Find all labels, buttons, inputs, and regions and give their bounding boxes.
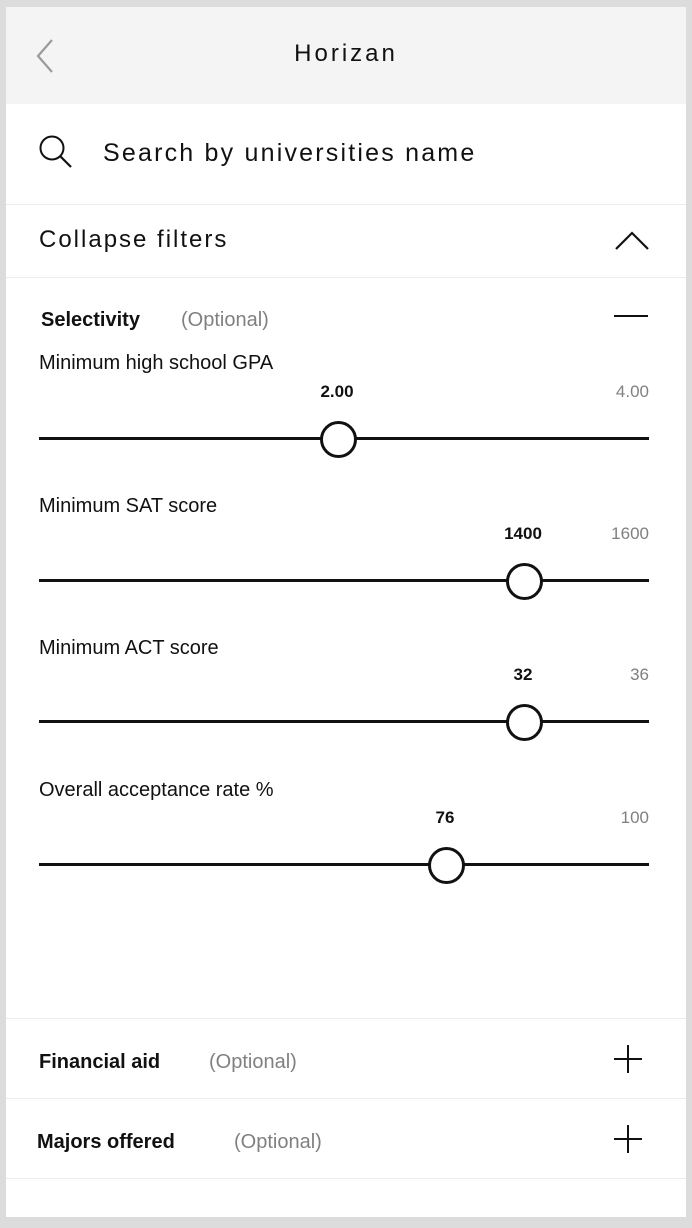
acceptance-rate-slider-label: Overall acceptance rate % bbox=[39, 779, 274, 801]
search-icon bbox=[39, 135, 72, 168]
top-bar: Horizan bbox=[6, 7, 686, 104]
financial-aid-optional-label: (Optional) bbox=[209, 1051, 297, 1073]
acceptance-rate-slider[interactable]: 76 100 bbox=[39, 808, 649, 884]
slider-handle[interactable] bbox=[506, 704, 543, 741]
collapse-filters-label: Collapse filters bbox=[39, 226, 229, 253]
collapse-filters-toggle[interactable]: Collapse filters bbox=[6, 205, 686, 278]
slider-handle[interactable] bbox=[428, 847, 465, 884]
slider-current-value: 76 bbox=[435, 808, 455, 827]
slider-current-value: 2.00 bbox=[320, 382, 354, 401]
minus-icon[interactable] bbox=[614, 311, 648, 321]
filter-screen: Horizan Collapse filters Selectivity (Op… bbox=[6, 7, 686, 1217]
back-button[interactable] bbox=[32, 37, 62, 75]
chevron-up-icon bbox=[615, 231, 649, 250]
act-slider-label: Minimum ACT score bbox=[39, 637, 219, 659]
divider bbox=[6, 1018, 686, 1019]
selectivity-optional-label: (Optional) bbox=[181, 309, 269, 331]
slider-handle[interactable] bbox=[506, 563, 543, 600]
act-slider[interactable]: 32 36 bbox=[39, 665, 649, 741]
financial-aid-title: Financial aid bbox=[39, 1051, 161, 1073]
slider-max-value: 100 bbox=[620, 808, 649, 827]
app-title: Horizan bbox=[294, 40, 398, 67]
search-input[interactable] bbox=[103, 128, 643, 178]
slider-max-value: 1600 bbox=[611, 524, 649, 543]
divider bbox=[6, 1178, 686, 1179]
plus-icon[interactable] bbox=[612, 1043, 644, 1075]
selectivity-title: Selectivity bbox=[41, 309, 140, 331]
slider-track bbox=[39, 720, 649, 723]
search-bar bbox=[6, 104, 686, 205]
slider-track bbox=[39, 863, 649, 866]
slider-current-value: 1400 bbox=[504, 524, 542, 543]
gpa-slider-label: Minimum high school GPA bbox=[39, 352, 274, 374]
slider-current-value: 32 bbox=[513, 665, 533, 684]
sat-slider[interactable]: 1400 1600 bbox=[39, 524, 649, 600]
financial-aid-header[interactable]: Financial aid (Optional) bbox=[6, 1029, 686, 1089]
slider-max-value: 4.00 bbox=[615, 382, 649, 401]
majors-offered-optional-label: (Optional) bbox=[234, 1131, 322, 1153]
divider bbox=[6, 1098, 686, 1099]
slider-max-value: 36 bbox=[630, 665, 649, 684]
slider-handle[interactable] bbox=[320, 421, 357, 458]
plus-icon[interactable] bbox=[612, 1123, 644, 1155]
majors-offered-title: Majors offered bbox=[37, 1131, 175, 1153]
sat-slider-label: Minimum SAT score bbox=[39, 495, 218, 517]
gpa-slider[interactable]: 2.00 4.00 bbox=[39, 382, 649, 458]
slider-track bbox=[39, 579, 649, 582]
majors-offered-header[interactable]: Majors offered (Optional) bbox=[6, 1109, 686, 1169]
chevron-left-icon bbox=[36, 39, 53, 73]
selectivity-header[interactable]: Selectivity (Optional) bbox=[6, 287, 686, 347]
